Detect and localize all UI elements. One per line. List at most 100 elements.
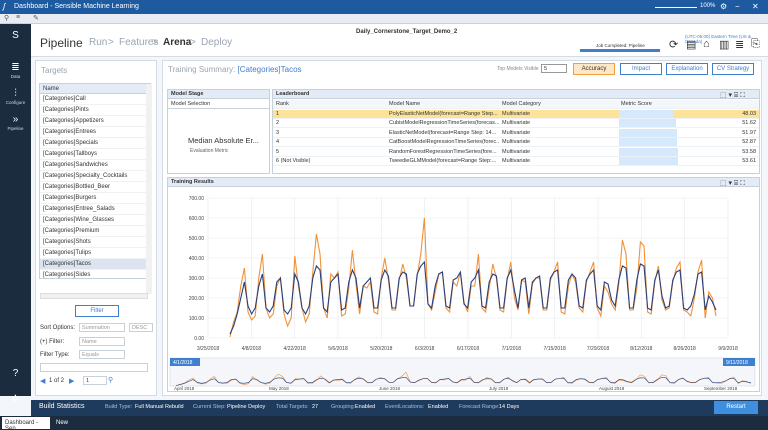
help-icon[interactable]: ? — [12, 368, 19, 379]
target-list-item[interactable]: [Categories]Entree_Salads — [40, 204, 150, 215]
crumb-sep: > — [152, 37, 158, 48]
zoom-slider[interactable] — [655, 7, 697, 8]
model-selection-select[interactable]: Model Selection — [168, 99, 269, 109]
target-list-item[interactable]: [Categories]Appetizers — [40, 116, 150, 127]
database-icon[interactable]: ≣ — [735, 39, 745, 51]
leaderboard-row[interactable]: 6 (Not Visible) TweedieGLMModel(forecast=… — [273, 157, 759, 166]
target-list-item[interactable]: [Categories]Specials — [40, 138, 150, 149]
app-logo-icon: ʃ — [3, 2, 6, 11]
range-start-handle — [170, 358, 200, 366]
leaderboard-row[interactable]: 3 ElasticNetModel(forecast=Range Step: 14… — [273, 128, 759, 138]
tab-explanation[interactable]: Explanation — [666, 63, 708, 75]
sort-direction-select[interactable]: DESC — [129, 323, 153, 332]
taskbar-new[interactable]: New — [56, 420, 69, 426]
minimize-icon[interactable]: − — [735, 2, 740, 11]
tab-accuracy[interactable]: Accuracy — [573, 63, 615, 75]
filter-button[interactable]: Filter — [75, 305, 119, 317]
navigator-series-1 — [175, 376, 752, 386]
target-list-item[interactable]: [Categories]Call — [40, 94, 150, 105]
leaderboard-score: 48.03 — [742, 111, 756, 117]
target-list-item[interactable]: [Categories]Sandwiches — [40, 160, 150, 171]
targets-column-header[interactable]: Name — [40, 84, 150, 94]
training-chart[interactable]: 0.00 100.00 200.00 300.00 400.00 500.00 600.00… — [168, 188, 759, 391]
target-list-item[interactable]: [Categories]Wine_Glasses — [40, 215, 150, 226]
crumb-deploy[interactable]: Deploy — [201, 37, 233, 48]
crumb-run[interactable]: Run — [89, 37, 108, 48]
build-statistics-bar: Build Statistics Build Type: Full Manual… — [31, 400, 768, 416]
target-list-item[interactable]: [Categories]Burgers — [40, 193, 150, 204]
filter-text-input[interactable] — [40, 363, 148, 372]
target-list-item[interactable]: [Categories]Entrees — [40, 127, 150, 138]
filter-icon[interactable]: ⚲ — [4, 15, 10, 22]
taskbar-tab-dashboard[interactable]: Dashboard - Sen — [2, 417, 50, 430]
metric-score-bar — [619, 157, 678, 165]
tab-cv-strategy[interactable]: CV Strategy — [712, 63, 754, 75]
target-list-item[interactable]: [Categories]Tallboys — [40, 149, 150, 160]
nav-item-configure[interactable]: ⫶ Configure — [0, 88, 31, 105]
close-icon[interactable]: ✕ — [752, 2, 759, 11]
prev-page-icon[interactable]: ◀ — [40, 378, 46, 385]
target-list-item[interactable]: [Categories]Specialty_Cocktails — [40, 171, 150, 182]
leaderboard-name: CubistModelRegressionTimeSeries(forecas.… — [389, 120, 499, 127]
page-input[interactable]: 1 — [83, 376, 107, 385]
nav-item-pipeline[interactable]: » Pipeline — [0, 114, 31, 131]
leaderboard-rank: 2 — [276, 120, 280, 127]
leaderboard-row[interactable]: 5 RandomForestRegressionTimeSeries(fore..… — [273, 147, 759, 157]
go-search-icon[interactable]: ⚲ — [108, 377, 114, 384]
crumb-sep: > — [108, 37, 114, 48]
target-list-item[interactable]: [Categories]Pints — [40, 105, 150, 116]
target-list-item[interactable]: [Categories]Premium — [40, 226, 150, 237]
current-step: Pipeline Deploy — [227, 404, 266, 410]
top-models-select[interactable]: 5 — [541, 64, 567, 73]
page-title: Pipeline — [40, 36, 83, 50]
nav-logo-icon[interactable]: S — [12, 30, 19, 41]
title-bar: ʃ Dashboard - Sensible Machine Learning … — [0, 0, 768, 14]
export-icon[interactable]: ⎘ — [751, 38, 760, 50]
range-start-label: 4/1/2018 — [173, 360, 193, 366]
x-tick-label: 3/25/2018 — [197, 346, 219, 352]
model-stage-panel: Model Stage Model Selection Median Absol… — [167, 89, 270, 174]
target-list-item[interactable]: [Categories]Shots — [40, 237, 150, 248]
refresh-icon[interactable]: ⟳ — [669, 39, 679, 51]
navigator-month-label: August 2018 — [599, 386, 625, 391]
settings-icon[interactable]: ⚙ — [720, 2, 728, 11]
targets-hscrollbar[interactable] — [40, 293, 148, 299]
nav-item-data[interactable]: ≣ Data — [0, 62, 31, 79]
sort-options-select[interactable]: Summation — [79, 323, 125, 332]
filter-type-select[interactable]: Equals — [79, 350, 125, 359]
target-list-item[interactable]: [Categories]Tulips — [40, 248, 150, 259]
x-tick-label: 5/20/2018 — [370, 346, 392, 352]
target-list-item[interactable]: [Categories]Bottled_Beer — [40, 182, 150, 193]
leaderboard-tools-icon[interactable]: ⬚ ▾ ⌸ ⛶ — [720, 92, 746, 99]
leaderboard-row[interactable]: 1 PolyElasticNetModel(forecast=Range Step… — [273, 110, 759, 119]
tab-impact[interactable]: Impact — [620, 63, 662, 75]
forecast-range: 14 Days — [499, 404, 520, 410]
crumb-features[interactable]: Features — [119, 37, 159, 48]
next-page-icon[interactable]: ▶ — [69, 378, 75, 385]
y-tick-label: 600.00 — [189, 216, 205, 222]
project-name: Daily_Cornerstone_Target_Demo_2 — [356, 29, 458, 35]
training-results-header: Training Results — [168, 178, 759, 187]
leaderboard-row[interactable]: 2 CubistModelRegressionTimeSeries(forecas… — [273, 119, 759, 129]
restart-button[interactable]: Restart — [714, 401, 758, 414]
chart-tools-icon[interactable]: ⬚ ▾ ⌸ ⛶ — [720, 180, 746, 187]
leaderboard-name: PolyElasticNetModel(forecast=Range Step.… — [389, 111, 498, 117]
metric-name: Median Absolute Er... — [188, 136, 259, 145]
document-icon[interactable]: ▤ — [686, 39, 697, 51]
chart-icon[interactable]: ▥ — [719, 39, 730, 51]
pencil-icon[interactable]: ✎ — [33, 15, 39, 22]
x-tick-label: 7/29/2018 — [587, 346, 609, 352]
leaderboard-row[interactable]: 4 CatBoostModelRegressionTimeSeries(forec… — [273, 138, 759, 148]
targets-scrollbar[interactable] — [146, 84, 152, 294]
list-icon[interactable]: ≡ — [16, 14, 21, 21]
home-icon[interactable]: ⌂ — [703, 38, 710, 50]
plus-filter-select[interactable]: Name — [79, 337, 125, 346]
navigator-month-label: July 2018 — [489, 386, 509, 391]
crumb-arena[interactable]: Arena — [163, 37, 192, 48]
job-status: Job Completed: Pipeline — [596, 43, 645, 48]
targets-heading: Targets — [41, 66, 68, 75]
target-list-item[interactable]: [Categories]Tacos — [40, 259, 150, 270]
settings-gear-icon[interactable]: ✲ — [11, 394, 20, 405]
target-list-item[interactable]: [Categories]Sides — [40, 270, 150, 278]
navigator-month-label: April 2018 — [174, 386, 195, 391]
